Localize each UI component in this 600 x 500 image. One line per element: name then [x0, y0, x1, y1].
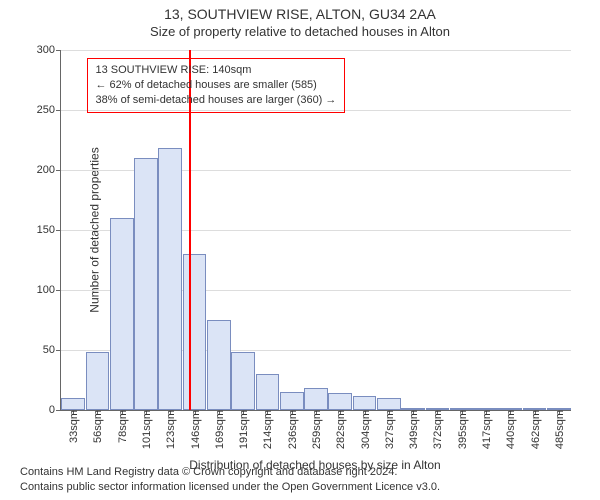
- annotation-line-1: ← 62% of detached houses are smaller (58…: [96, 78, 337, 93]
- x-tick-label: 395sqm: [455, 410, 469, 449]
- x-tick-label: 304sqm: [358, 410, 372, 449]
- x-tick-label: 236sqm: [285, 410, 299, 449]
- x-tick-label: 259sqm: [309, 410, 323, 449]
- plot-region: 05010015020025030033sqm56sqm78sqm101sqm1…: [60, 50, 571, 411]
- y-tick-label: 100: [15, 284, 61, 296]
- y-tick-label: 50: [15, 344, 61, 356]
- x-tick-label: 123sqm: [163, 410, 177, 449]
- x-tick-label: 282sqm: [333, 410, 347, 449]
- x-tick-label: 169sqm: [212, 410, 226, 449]
- histogram-bar: [134, 158, 158, 410]
- histogram-bar: [110, 218, 134, 410]
- x-tick-label: 327sqm: [382, 410, 396, 449]
- x-tick-label: 101sqm: [139, 410, 153, 449]
- footnote-line-2: Contains public sector information licen…: [20, 480, 440, 494]
- chart-area: Number of detached properties 0501001502…: [60, 50, 570, 410]
- histogram-bar: [183, 254, 207, 410]
- histogram-bar: [304, 388, 328, 410]
- histogram-bar: [86, 352, 110, 410]
- histogram-bar: [256, 374, 280, 410]
- x-tick-label: 372sqm: [430, 410, 444, 449]
- x-tick-label: 78sqm: [115, 410, 129, 443]
- gridline: [61, 50, 571, 51]
- histogram-bar: [207, 320, 231, 410]
- x-tick-label: 146sqm: [188, 410, 202, 449]
- histogram-bar: [377, 398, 401, 410]
- annotation-box: 13 SOUTHVIEW RISE: 140sqm← 62% of detach…: [87, 58, 346, 113]
- y-tick-label: 150: [15, 224, 61, 236]
- footnote-line-1: Contains HM Land Registry data © Crown c…: [20, 465, 440, 479]
- x-tick-label: 191sqm: [236, 410, 250, 449]
- histogram-bar: [328, 393, 352, 410]
- histogram-bar: [280, 392, 304, 410]
- footnote: Contains HM Land Registry data © Crown c…: [20, 465, 440, 494]
- histogram-bar: [231, 352, 255, 410]
- annotation-line-0: 13 SOUTHVIEW RISE: 140sqm: [96, 63, 337, 78]
- chart-title: 13, SOUTHVIEW RISE, ALTON, GU34 2AA: [0, 0, 600, 22]
- y-tick-label: 300: [15, 44, 61, 56]
- x-tick-label: 33sqm: [66, 410, 80, 443]
- annotation-line-2: 38% of semi-detached houses are larger (…: [96, 93, 337, 108]
- x-tick-label: 214sqm: [260, 410, 274, 449]
- histogram-bar: [158, 148, 182, 410]
- x-tick-label: 56sqm: [90, 410, 104, 443]
- y-tick-label: 0: [15, 404, 61, 416]
- x-tick-label: 417sqm: [479, 410, 493, 449]
- chart-subtitle: Size of property relative to detached ho…: [0, 22, 600, 39]
- x-tick-label: 462sqm: [528, 410, 542, 449]
- x-tick-label: 440sqm: [503, 410, 517, 449]
- histogram-bar: [353, 396, 377, 410]
- y-tick-label: 250: [15, 104, 61, 116]
- x-tick-label: 349sqm: [406, 410, 420, 449]
- y-tick-label: 200: [15, 164, 61, 176]
- histogram-bar: [61, 398, 85, 410]
- x-tick-label: 485sqm: [552, 410, 566, 449]
